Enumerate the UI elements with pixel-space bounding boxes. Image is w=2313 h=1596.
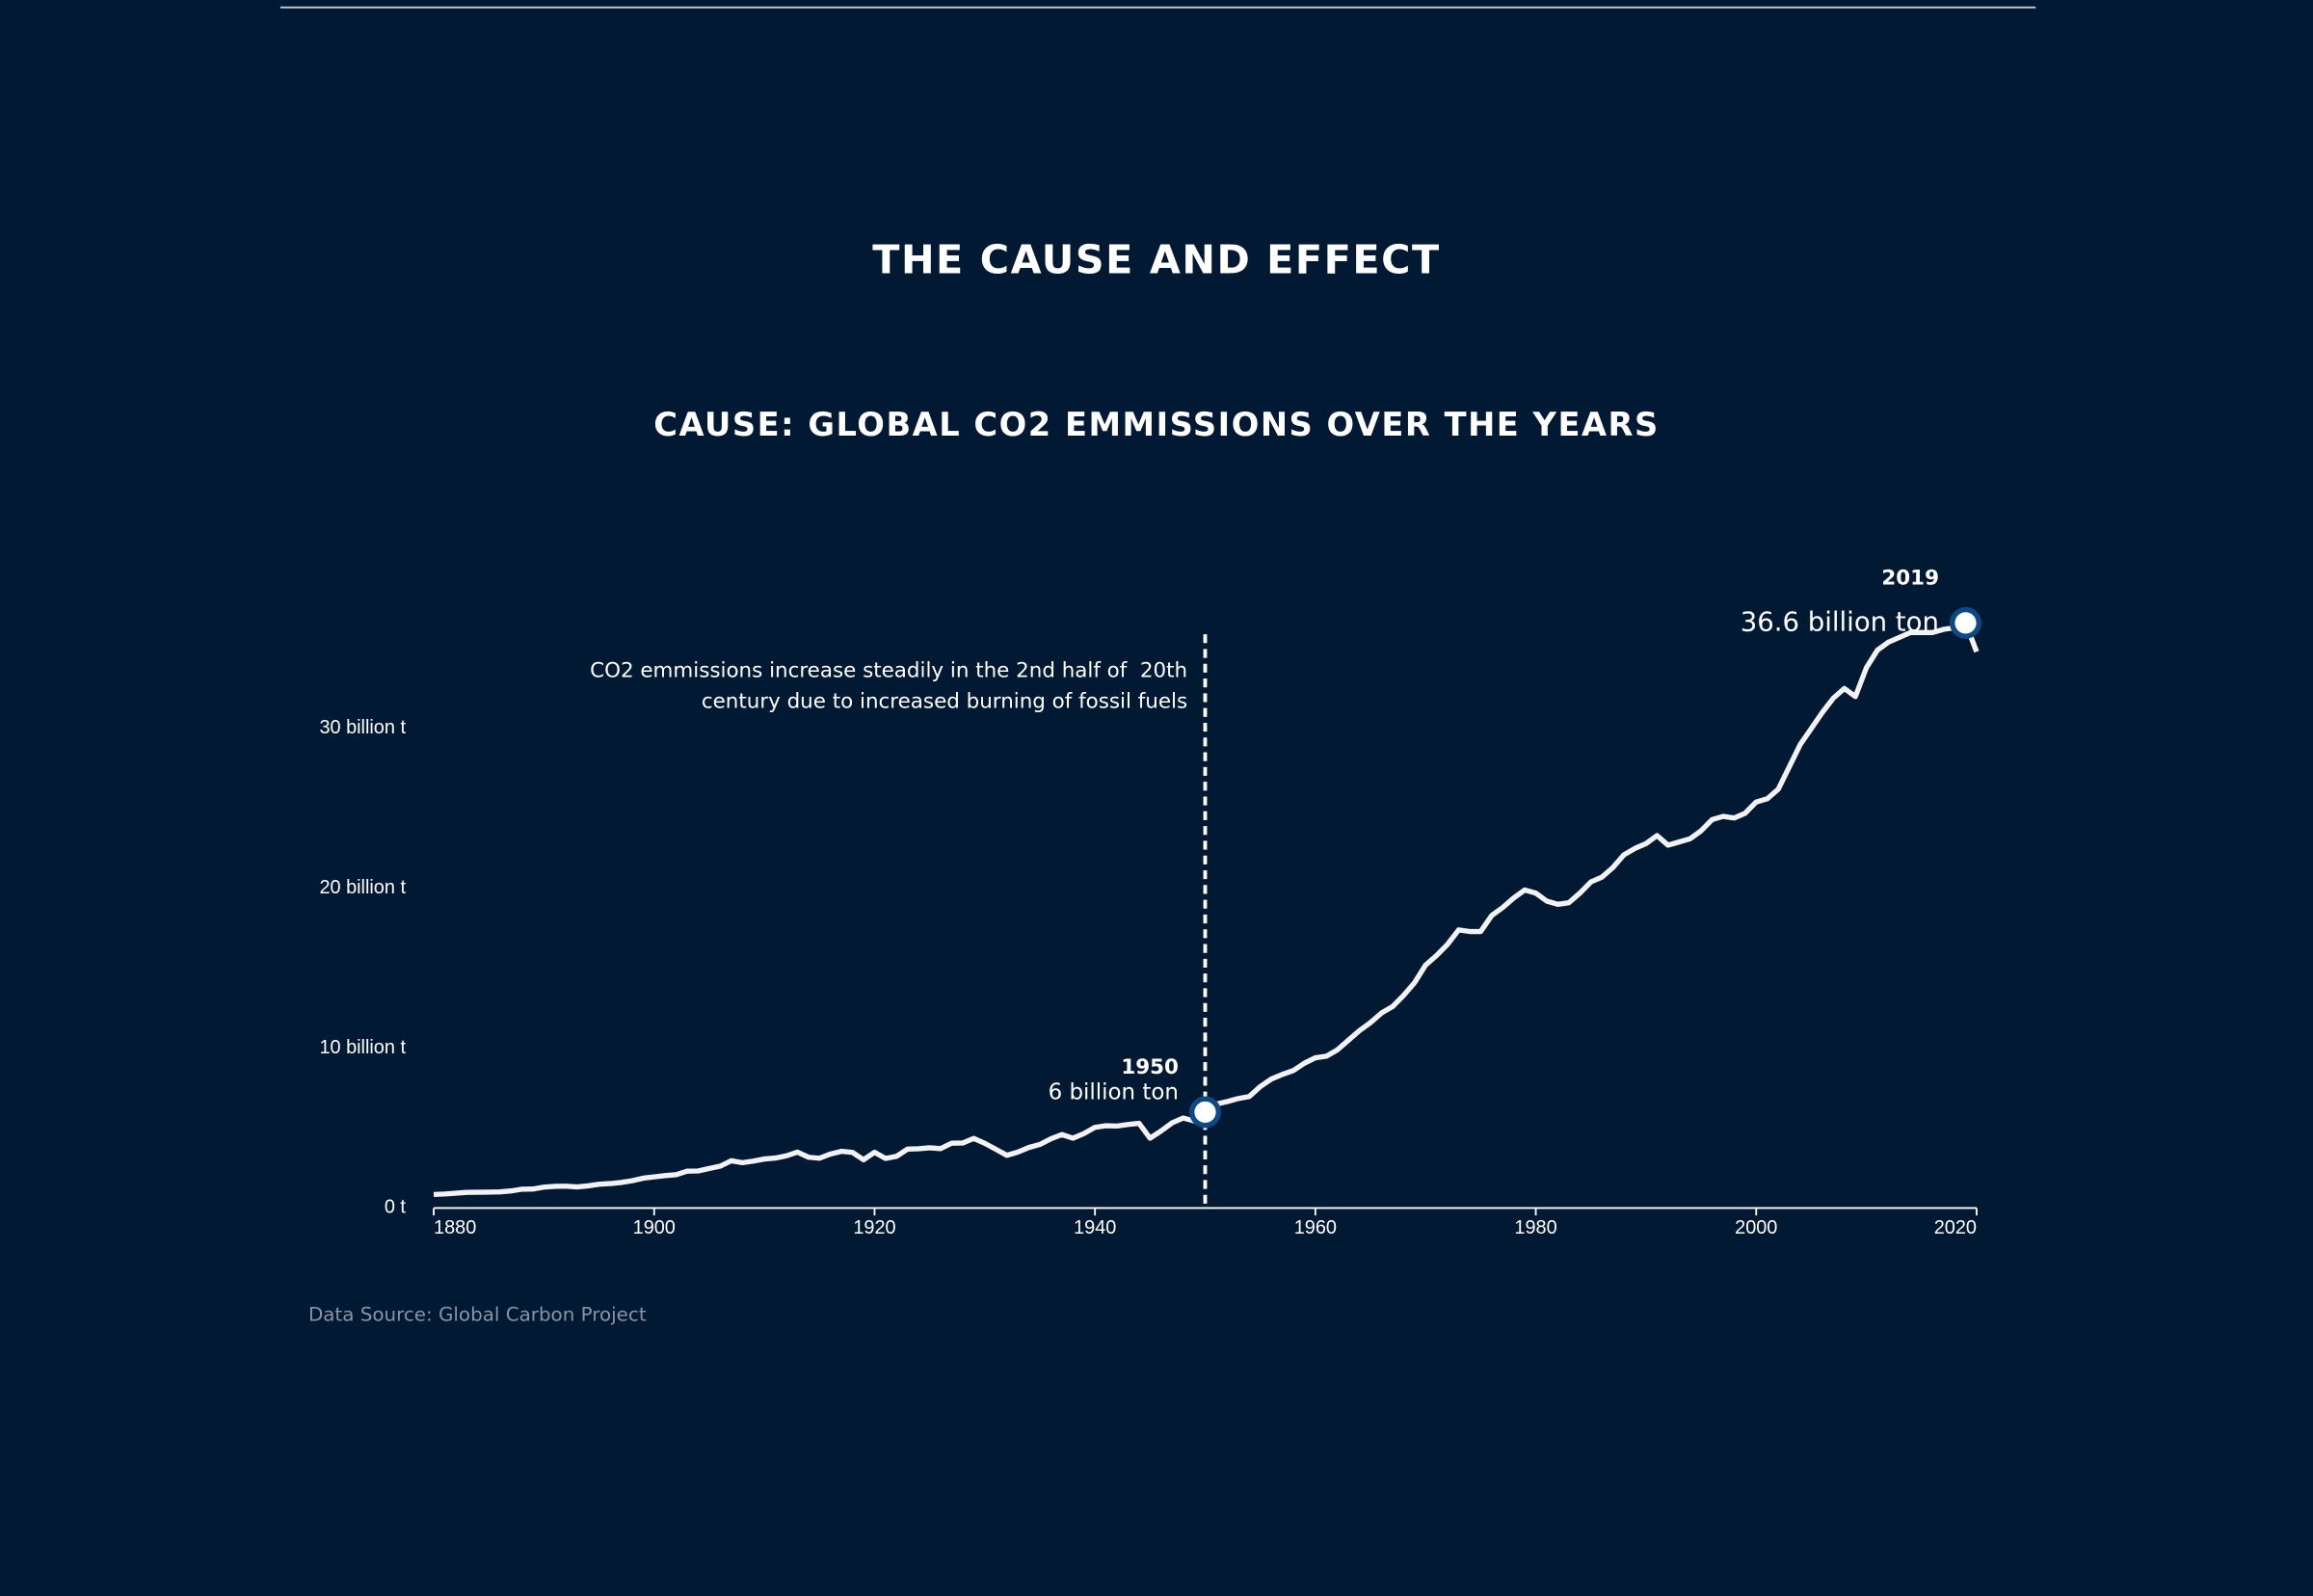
chart-title: CAUSE: GLOBAL CO2 EMMISSIONS OVER THE YE…: [653, 406, 1660, 443]
annotation-label: 36.6 billion ton: [1741, 606, 1939, 637]
annotation-year: 1950: [1121, 1055, 1179, 1079]
y-tick-label: 30 billion t: [319, 717, 406, 738]
x-tick-label: 2020: [1934, 1217, 1977, 1238]
y-tick-label: 20 billion t: [319, 877, 406, 898]
highlight-point: [1189, 1096, 1221, 1129]
x-tick-label: 1980: [1514, 1217, 1556, 1238]
y-tick-label: 10 billion t: [319, 1037, 406, 1058]
page-title: THE CAUSE AND EFFECT: [872, 236, 1441, 282]
x-tick-label: 1900: [633, 1217, 676, 1238]
note: century due to increased burning of foss…: [702, 690, 1187, 714]
annotation-year: 2019: [1881, 566, 1939, 590]
highlight-point: [1950, 606, 1981, 639]
x-tick-label: 1960: [1294, 1217, 1337, 1238]
x-tick-label: 1920: [853, 1217, 895, 1238]
source: Data Source: Global Carbon Project: [308, 1304, 647, 1326]
annotation-label: 6 billion ton: [1049, 1080, 1179, 1105]
y-tick-label: 0 t: [385, 1197, 407, 1218]
x-tick-label: 2000: [1735, 1217, 1777, 1238]
x-tick-label: 1880: [434, 1217, 476, 1238]
x-tick-label: 1940: [1074, 1217, 1116, 1238]
note: CO2 emmissions increase steadily in the …: [590, 658, 1187, 682]
